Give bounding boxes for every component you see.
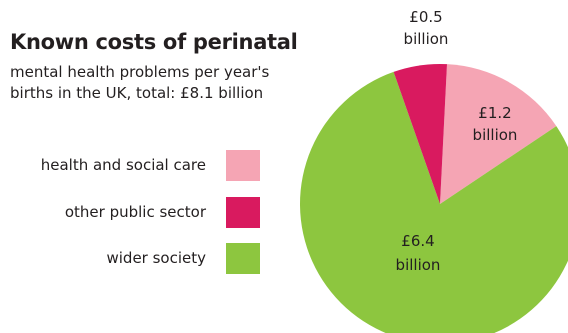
label-wider-society-value: £6.4 [401,232,434,250]
label-health-and-social-care-value: £1.2 [478,104,511,122]
legend-label-health-and-social-care: health and social care [40,156,206,174]
legend-swatch-other-public-sector [226,197,260,228]
label-other-public-sector-unit: billion [404,30,449,48]
chart-subtitle: mental health problems per year's births… [10,62,330,104]
legend-label-other-public-sector: other public sector [64,203,206,221]
label-wider-society-unit: billion [396,256,441,274]
legend-swatch-health-and-social-care [226,150,260,181]
subtitle-line-2: births in the UK, total: £8.1 billion [10,84,264,102]
slice-other-public-sector [393,64,447,204]
subtitle-line-1: mental health problems per year's [10,63,270,81]
legend-swatch-wider-society [226,243,260,274]
chart-title: Known costs of perinatal [10,30,298,54]
label-health-and-social-care-unit: billion [473,126,518,144]
label-wider-society: £6.4 billion [396,232,441,274]
slice-health-and-social-care [440,64,557,205]
label-other-public-sector: £0.5 billion [404,8,449,48]
label-other-public-sector-value: £0.5 [409,8,442,26]
slice-wider-society [300,71,568,333]
legend-label-wider-society: wider society [106,249,206,267]
label-health-and-social-care: £1.2 billion [473,104,518,144]
